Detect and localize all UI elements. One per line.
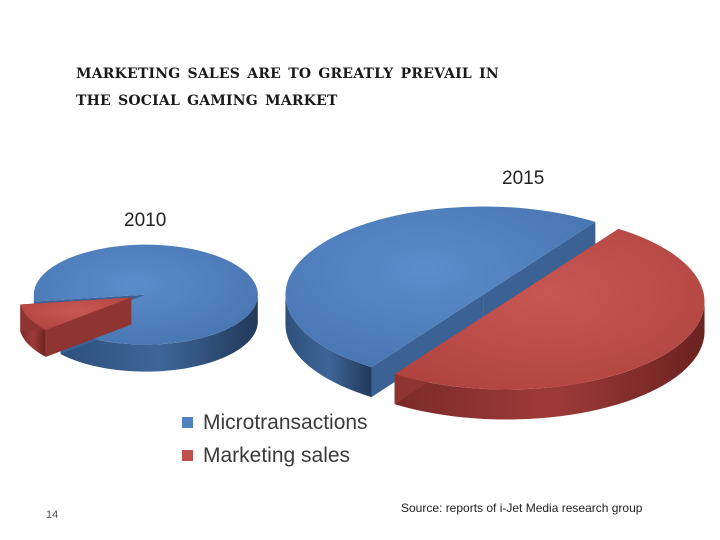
slice-marketing-sales <box>394 228 705 390</box>
source-note: Source: reports of i-Jet Media research … <box>401 501 643 515</box>
slice-microtransactions-side <box>285 294 372 398</box>
pie-2010-title: 2010 <box>124 210 167 231</box>
legend-item-marketing-sales: Marketing sales <box>182 439 368 472</box>
pie-2015 <box>285 206 705 420</box>
legend-swatch-microtransactions <box>182 417 193 428</box>
pie-2015-title: 2015 <box>502 168 545 189</box>
legend: Microtransactions Marketing sales <box>182 406 368 472</box>
slice-microtransactions <box>285 206 596 368</box>
title-line-1: Marketing sales are to greatly prevail i… <box>76 59 499 83</box>
pie-2010 <box>20 244 258 372</box>
legend-swatch-marketing-sales <box>182 450 193 461</box>
title-line-2: the Social Gaming market <box>76 86 338 110</box>
slide-title: Marketing sales are to greatly prevail i… <box>76 58 676 112</box>
page-number: 14 <box>46 509 59 521</box>
legend-label-microtransactions: Microtransactions <box>203 410 368 434</box>
slice-microtransactions-side-b <box>60 294 258 372</box>
legend-label-marketing-sales: Marketing sales <box>203 443 351 467</box>
legend-item-microtransactions: Microtransactions <box>182 406 368 439</box>
slice-marketing-sales <box>20 297 132 330</box>
slice-marketing-sales-side <box>394 301 705 420</box>
